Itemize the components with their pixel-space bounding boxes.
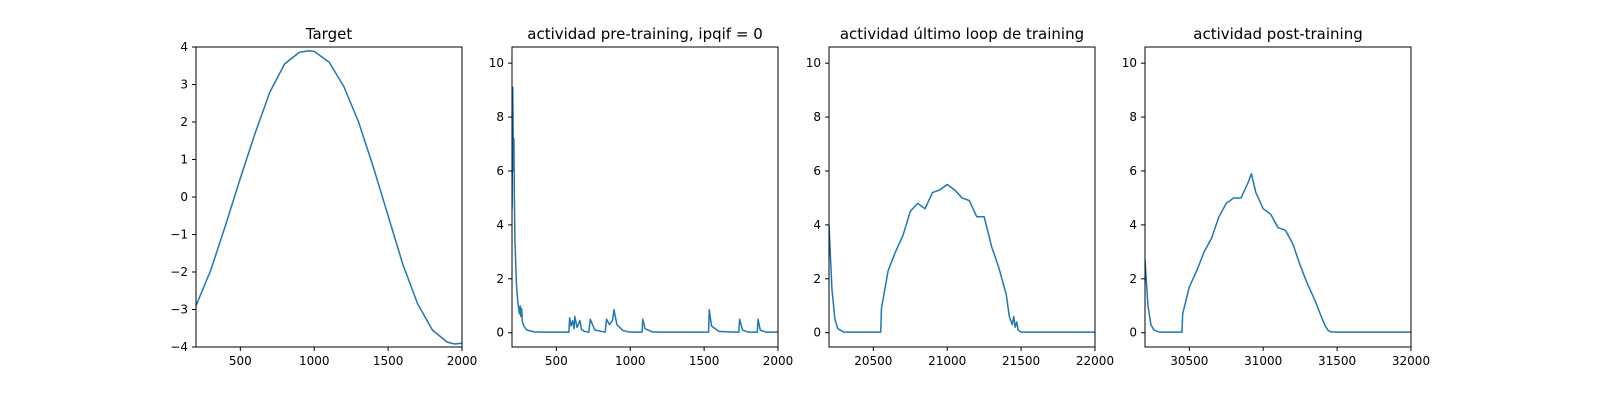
y-tick-label: 2 xyxy=(813,272,821,286)
y-tick-label: 10 xyxy=(1122,56,1137,70)
subplot-4: 30500 31000 31500 32000 0 2 4 6 8 10 actividad pos… xyxy=(1122,25,1430,368)
x-tick-label: 32000 xyxy=(1392,354,1430,368)
chart-title-1: Target xyxy=(305,25,353,43)
y-tick-label: 4 xyxy=(1129,218,1137,232)
y-tick-label: 1 xyxy=(180,153,188,167)
series-line-1 xyxy=(196,50,462,345)
x-tick-label: 21000 xyxy=(928,354,966,368)
chart-title-4: actividad post-training xyxy=(1193,25,1362,43)
y-tick-label: 6 xyxy=(1129,164,1137,178)
x-tick-label: 1500 xyxy=(689,354,720,368)
x-tick-label: 500 xyxy=(229,354,252,368)
y-tick-label: 8 xyxy=(1129,110,1137,124)
chart-title-3: actividad último loop de training xyxy=(840,25,1084,43)
y-tick-label: 4 xyxy=(496,218,504,232)
chart-title-2: actividad pre-training, ipqif = 0 xyxy=(527,25,763,43)
y-tick-label: 0 xyxy=(813,326,821,340)
y-tick-label: 8 xyxy=(496,110,504,124)
y-tick-label: 0 xyxy=(180,190,188,204)
subplot-2: 500 1000 1500 2000 0 2 4 6 8 10 actividad pre-trai… xyxy=(489,25,794,368)
x-tick-label: 20500 xyxy=(854,354,892,368)
y-tick-label: 2 xyxy=(496,272,504,286)
y-tick-label: −2 xyxy=(170,265,188,279)
x-tick-label: 1000 xyxy=(299,354,330,368)
x-tick-label: 1500 xyxy=(373,354,404,368)
y-tick-label: 6 xyxy=(813,164,821,178)
x-tick-label: 1000 xyxy=(615,354,646,368)
y-tick-label: −3 xyxy=(170,303,188,317)
x-tick-label: 2000 xyxy=(447,354,478,368)
y-tick-label: 2 xyxy=(180,115,188,129)
x-tick-label: 500 xyxy=(545,354,568,368)
series-line-3 xyxy=(829,183,1095,333)
y-tick-label: 8 xyxy=(813,110,821,124)
plot-frame-3 xyxy=(828,46,1096,348)
y-tick-label: 10 xyxy=(806,56,821,70)
plot-frame-4 xyxy=(1144,46,1412,348)
y-tick-label: −1 xyxy=(170,228,188,242)
x-tick-label: 2000 xyxy=(763,354,794,368)
y-tick-label: 6 xyxy=(496,164,504,178)
x-tick-label: 21500 xyxy=(1002,354,1040,368)
subplot-3: 20500 21000 21500 22000 0 2 4 6 8 10 actividad últ… xyxy=(806,25,1114,368)
y-tick-label: 2 xyxy=(1129,272,1137,286)
y-tick-label: 4 xyxy=(180,40,188,54)
y-tick-label: 4 xyxy=(813,218,821,232)
plot-frame-1 xyxy=(195,46,463,348)
series-line-2 xyxy=(512,86,778,333)
y-tick-label: 0 xyxy=(496,326,504,340)
y-tick-label: 0 xyxy=(1129,326,1137,340)
series-line-4 xyxy=(1145,172,1411,333)
x-tick-label: 31000 xyxy=(1244,354,1282,368)
plot-frame-2 xyxy=(511,46,779,348)
y-tick-label: −4 xyxy=(170,340,188,354)
x-tick-label: 22000 xyxy=(1076,354,1114,368)
x-tick-label: 30500 xyxy=(1170,354,1208,368)
y-tick-label: 10 xyxy=(489,56,504,70)
x-tick-label: 31500 xyxy=(1318,354,1356,368)
subplot-1: 500 1000 1500 2000 −4 −3 −2 −1 0 1 2 3 4 Target xyxy=(170,25,477,368)
y-tick-label: 3 xyxy=(180,78,188,92)
